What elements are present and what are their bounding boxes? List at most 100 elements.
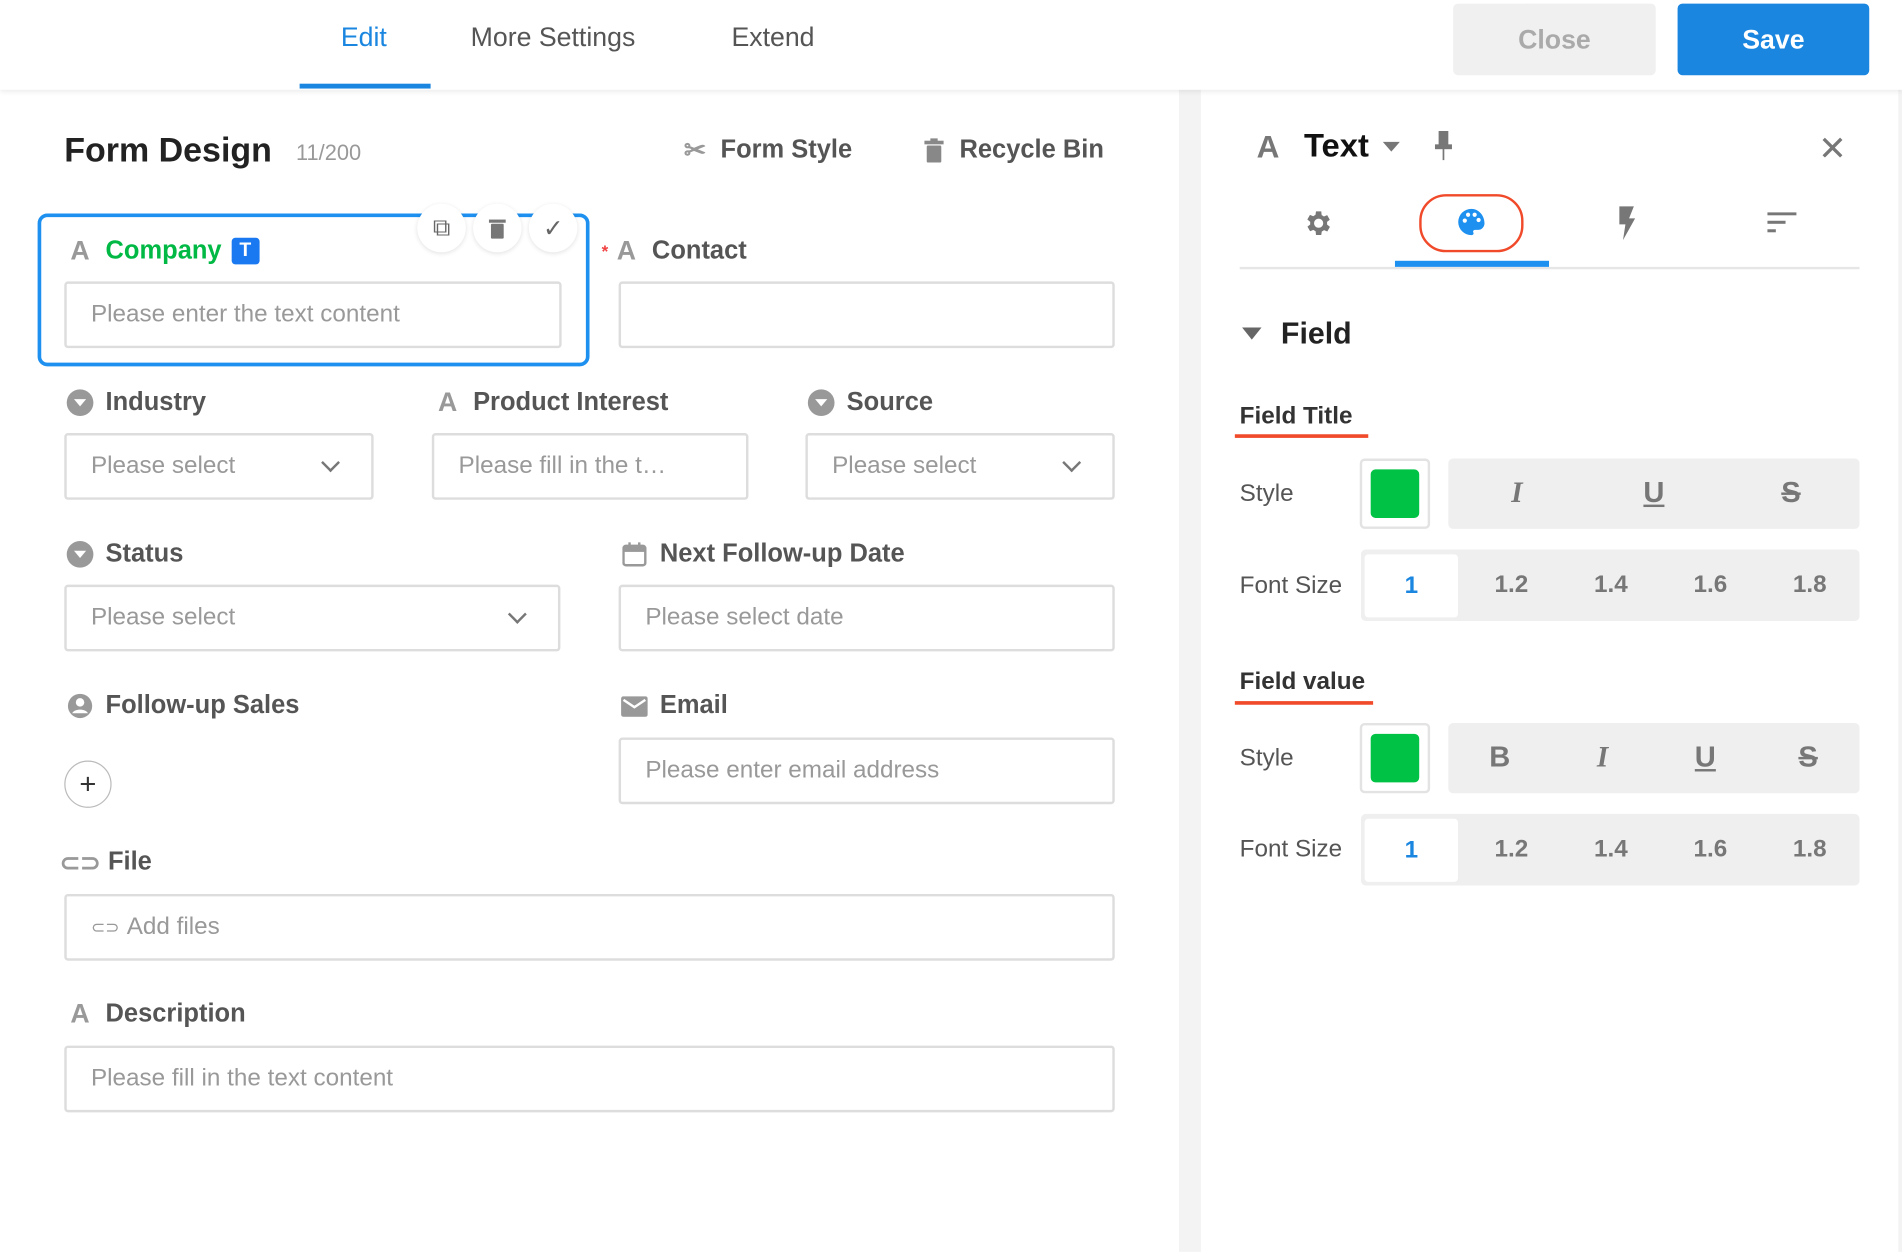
divider [1898,89,1902,1252]
title-badge: T [231,237,260,265]
status-select[interactable]: Please select [64,584,561,652]
contact-label: * A Contact [602,233,747,269]
font-size-label: Font Size [1239,835,1343,863]
chevron-down-icon [1062,453,1082,473]
italic-button[interactable]: I [1511,477,1523,509]
font-size-option[interactable]: 1.4 [1593,571,1628,599]
date-input[interactable]: Please select date [618,584,1115,652]
text-type-icon: A [70,998,90,1029]
value-color-picker[interactable] [1359,722,1431,794]
font-size-option[interactable]: 1.6 [1693,571,1728,599]
file-label: ⊂⊃ File [59,844,152,880]
email-input[interactable]: Please enter email address [618,737,1115,805]
industry-select[interactable]: Please select [64,433,374,500]
italic-button[interactable]: I [1596,741,1609,774]
close-panel-icon[interactable]: ✕ [1818,129,1847,168]
email-label: Email [621,688,728,724]
text-type-icon: A [437,386,458,418]
caret-down-icon[interactable] [1382,141,1400,160]
field-value-heading: Field value [1239,668,1366,696]
company-label: A Company T [67,233,260,269]
product-interest-label-text: Product Interest [473,388,669,417]
font-size-option[interactable]: 1.2 [1494,571,1529,599]
industry-label-text: Industry [105,388,207,417]
highlight-ring [1419,194,1524,253]
font-size-option[interactable]: 1.4 [1593,835,1628,863]
delete-icon[interactable] [473,203,522,253]
product-interest-label: A Product Interest [434,385,668,421]
top-bar: Edit More Settings Extend Close Save [0,0,1902,90]
email-label-text: Email [659,691,728,720]
source-label: Source [807,385,933,421]
bold-button[interactable]: B [1489,741,1511,774]
tab-extend[interactable]: Extend [731,21,815,53]
description-input[interactable]: Please fill in the text content [64,1045,1115,1113]
description-label: A Description [67,996,245,1032]
check-icon[interactable]: ✓ [528,203,578,253]
chevron-down-icon [321,453,340,473]
dropdown-type-icon [66,389,94,417]
font-size-option[interactable]: 1.2 [1494,835,1529,863]
font-size-option[interactable]: 1.6 [1693,835,1728,863]
font-size-option[interactable]: 1 [1364,818,1459,882]
field-type-label[interactable]: Text [1303,127,1369,164]
copy-icon[interactable]: ⧉ [417,203,466,253]
file-label-text: File [107,847,152,876]
paperclip-icon: ⊂⊃ [90,917,120,937]
add-files-input[interactable]: ⊂⊃ Add files [64,893,1115,961]
text-type-icon: A [70,235,90,266]
font-size-label: Font Size [1239,572,1343,600]
font-size-option[interactable]: 1 [1364,553,1459,617]
gear-icon[interactable] [1302,206,1334,246]
close-button[interactable]: Close [1453,3,1656,76]
font-size-option[interactable]: 1.8 [1792,571,1827,599]
strikethrough-button[interactable]: S [1781,476,1801,510]
strikethrough-button[interactable]: S [1798,741,1818,774]
active-tab-indicator [1394,260,1550,267]
chevron-down-icon [507,604,527,624]
follow-up-sales-label: Follow-up Sales [67,688,300,724]
mail-icon [621,693,648,720]
title-color-picker[interactable] [1359,458,1431,529]
source-placeholder: Please select [832,452,977,480]
underline-button[interactable]: U [1694,741,1716,774]
heading-underline [1234,701,1374,705]
value-style-group: B I U S [1448,722,1860,794]
recycle-bin-button[interactable]: Recycle Bin [921,132,1104,168]
source-select[interactable]: Please select [805,433,1115,500]
tab-edit[interactable]: Edit [340,21,387,53]
dropdown-type-icon [66,540,94,568]
tabs-divider [1239,266,1860,270]
heading-underline [1234,434,1369,438]
bolt-icon[interactable] [1617,206,1636,246]
text-type-icon: A [1256,128,1280,165]
contact-input[interactable] [618,281,1115,349]
company-label-text: Company [105,236,222,265]
tools-icon: ✂ [683,134,707,165]
pin-icon[interactable] [1434,131,1453,169]
status-label-text: Status [105,539,184,568]
underline-button[interactable]: U [1643,476,1665,510]
company-input[interactable]: Please enter the text content [64,281,562,349]
palette-icon[interactable] [1456,206,1488,244]
text-type-icon: A [616,235,637,266]
user-icon [67,693,94,720]
collapse-caret-icon[interactable] [1242,327,1262,350]
status-label: Status [66,536,184,572]
save-button[interactable]: Save [1677,3,1870,76]
recycle-bin-label: Recycle Bin [959,135,1104,164]
form-style-button[interactable]: ✂ Form Style [682,132,852,168]
trash-icon [921,137,948,164]
tab-more-settings[interactable]: More Settings [470,21,636,53]
product-interest-input[interactable]: Please fill in the t… [431,433,749,500]
industry-label: Industry [66,385,207,421]
company-field-selected[interactable] [37,213,590,367]
add-user-button[interactable]: + [64,760,112,808]
sort-icon[interactable] [1767,212,1797,240]
font-size-option[interactable]: 1.8 [1792,835,1827,863]
paperclip-icon: ⊂⊃ [59,849,101,877]
value-font-size-group: 1 1.2 1.4 1.6 1.8 [1360,813,1860,886]
color-swatch [1370,469,1420,518]
follow-up-sales-label-text: Follow-up Sales [105,691,300,720]
